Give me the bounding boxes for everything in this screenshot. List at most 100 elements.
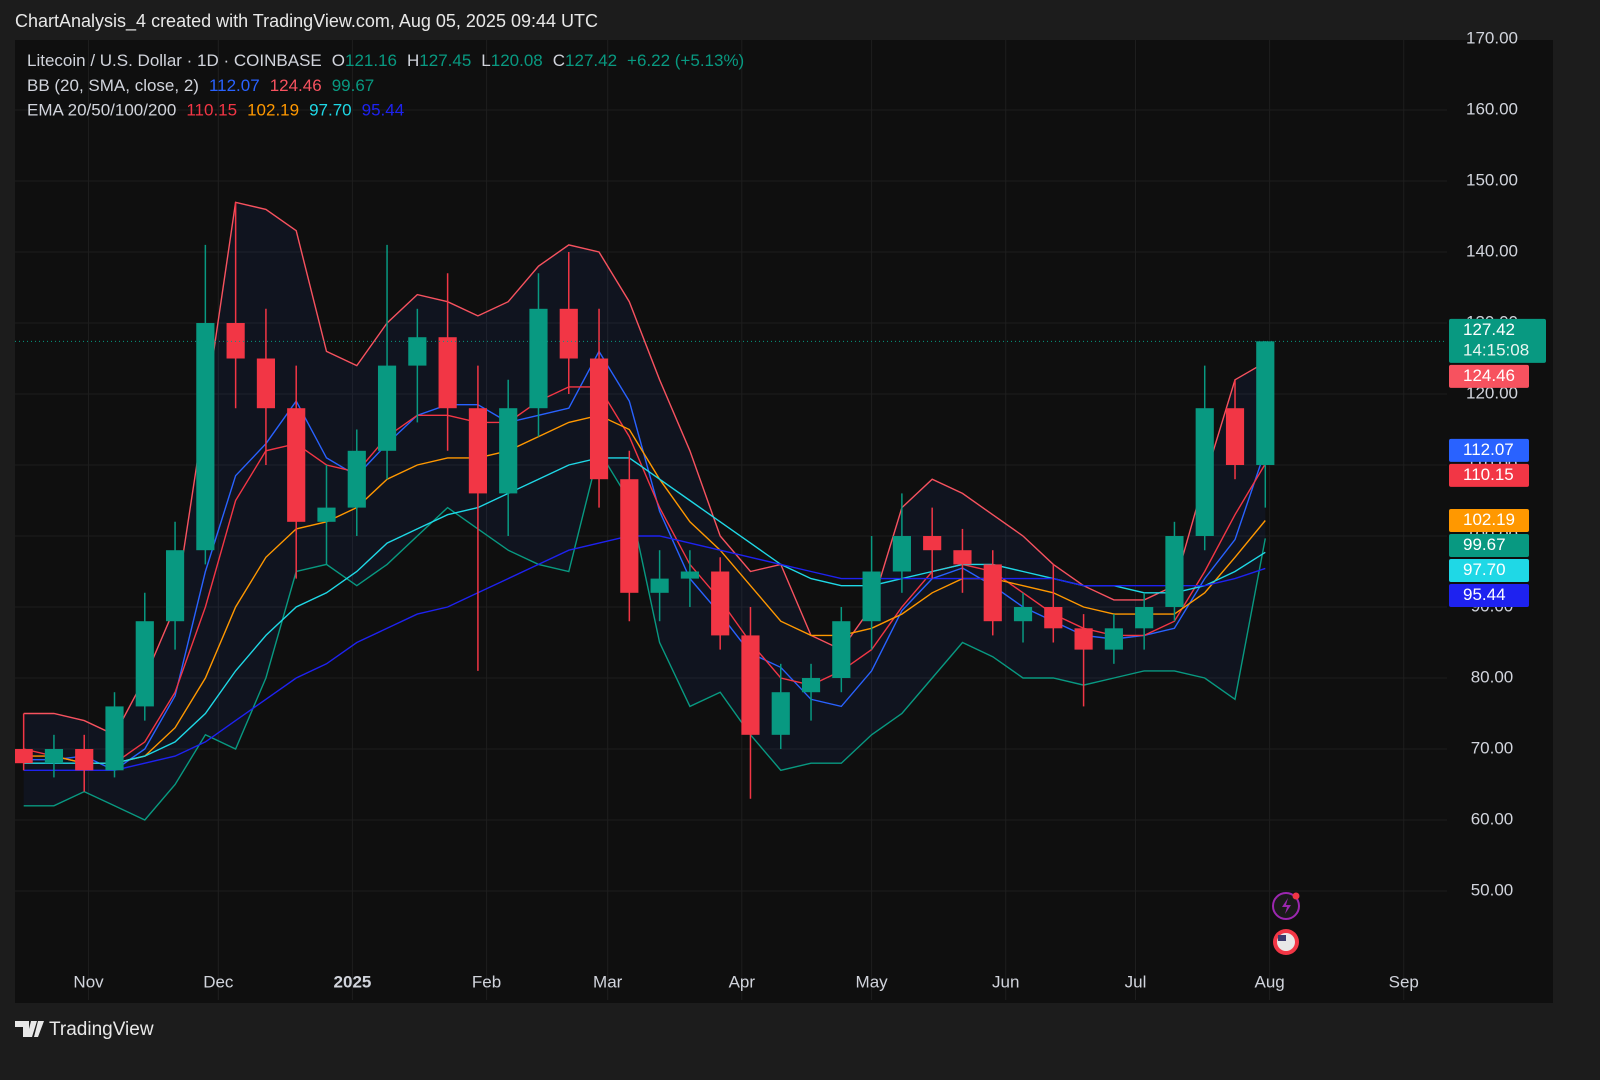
plot-area [15, 40, 1447, 1000]
indicator-value: 112.07 [209, 76, 260, 95]
candle-body [589, 358, 609, 480]
price-tag [1449, 438, 1529, 462]
candle-body [1044, 607, 1063, 629]
candle-body [1074, 628, 1093, 650]
ohlc-value: 127.42 [565, 51, 617, 70]
candle-body [347, 450, 366, 508]
price-tag [1449, 583, 1529, 607]
logo-icon [15, 1021, 44, 1037]
candle-body [196, 323, 215, 551]
tradingview-logo: TradingView [15, 1019, 154, 1040]
flag-canton [1278, 935, 1286, 941]
candle-body [499, 408, 518, 494]
candle-body [1225, 408, 1245, 466]
candle-body [1104, 628, 1123, 650]
price-tag [1449, 508, 1529, 532]
price-tag-label: 99.67 [1463, 535, 1506, 554]
candle-body [408, 337, 427, 366]
candle-body [438, 337, 457, 409]
candle-body [1135, 607, 1154, 629]
candle-body [650, 578, 669, 593]
candle-body [1256, 341, 1275, 466]
candle-body [923, 536, 942, 551]
y-tick-label: 150.00 [1466, 170, 1518, 189]
indicator-value: 95.44 [362, 101, 405, 120]
candle-body [983, 564, 1002, 622]
price-tag-label: 112.07 [1463, 440, 1514, 459]
price-change: +6.22 (+5.13%) [627, 51, 744, 70]
y-tick-label: 140.00 [1466, 241, 1518, 260]
y-tick-label: 120.00 [1466, 383, 1518, 402]
indicator-line [23, 414, 1266, 764]
legend-row: BB (20, SMA, close, 2) 112.07 124.46 99.67 [27, 76, 374, 95]
y-tick-label: 50.00 [1471, 880, 1514, 899]
candle-body [75, 749, 94, 771]
notification-dot [1292, 892, 1300, 900]
y-tick-label: 70.00 [1471, 738, 1514, 757]
candle-body [892, 536, 911, 572]
candle-body [135, 621, 154, 707]
candle-body [832, 621, 851, 679]
indicator-value: 124.46 [270, 76, 322, 95]
price-tag [1449, 364, 1529, 388]
price-tag-label: 110.15 [1463, 465, 1514, 484]
price-tag [1449, 533, 1529, 557]
candle-body [1165, 536, 1184, 608]
candle-body [226, 323, 245, 359]
candle-body [317, 507, 336, 522]
countdown: 14:15:08 [1463, 340, 1529, 359]
candle-body [953, 550, 972, 565]
x-tick-label: Dec [203, 972, 234, 991]
candle-body [1195, 408, 1214, 537]
x-tick-label: Jul [1125, 972, 1147, 991]
candle-body [287, 408, 306, 522]
ohlc-value: 121.16 [345, 51, 397, 70]
ohlc-value: 120.08 [491, 51, 543, 70]
price-axis: 50.0060.0070.0080.0090.00100.00110.00120… [73, 28, 1546, 991]
indicator-value: 102.19 [247, 101, 299, 120]
candle-body [559, 308, 578, 359]
ohlc-key: O [332, 51, 345, 70]
x-tick-label: Feb [472, 972, 501, 991]
indicator-name: EMA 20/50/100/200 [27, 101, 176, 120]
indicator-value: 99.67 [332, 76, 375, 95]
x-tick-label: Apr [729, 972, 756, 991]
price-tag-label: 102.19 [1463, 510, 1515, 529]
candle-body [105, 706, 124, 771]
x-tick-label: May [856, 972, 889, 991]
ohlc-key: H [407, 51, 419, 70]
watermark: ChartAnalysis_4 created with TradingView… [15, 11, 598, 32]
indicator-name: BB (20, SMA, close, 2) [27, 76, 199, 95]
y-tick-label: 60.00 [1471, 809, 1514, 828]
lightning [1282, 898, 1291, 914]
legend-row: EMA 20/50/100/200 110.15 102.19 97.70 95.44 [27, 101, 404, 120]
band-fill [23, 202, 1266, 821]
price-tag-label: 97.70 [1463, 560, 1506, 579]
x-tick-label: Sep [1389, 972, 1419, 991]
candle-body [44, 749, 64, 764]
y-tick-label: 170.00 [1466, 28, 1518, 47]
candle-body [165, 550, 185, 622]
ohlc-key: C [553, 51, 565, 70]
candle-body [468, 408, 487, 494]
candle-body [529, 308, 548, 409]
candle-body [862, 571, 881, 622]
ohlc-value: 127.45 [419, 51, 471, 70]
indicator-value: 97.70 [309, 101, 352, 120]
candle-body [1013, 607, 1033, 622]
price-tag-label: 127.42 [1463, 320, 1515, 339]
x-tick-label: Aug [1254, 972, 1284, 991]
x-tick-label: Jun [992, 972, 1019, 991]
event-icons [1272, 892, 1300, 955]
x-tick-label: 2025 [334, 972, 372, 991]
indicator-value: 110.15 [186, 101, 237, 120]
y-tick-label: 80.00 [1471, 667, 1514, 686]
candle-body [801, 678, 821, 693]
candle-body [711, 571, 730, 636]
candle-body [15, 749, 33, 764]
price-tag-label: 95.44 [1463, 585, 1506, 604]
candle-body [771, 692, 790, 735]
price-tag-label: 124.46 [1463, 366, 1515, 385]
x-tick-label: Nov [73, 972, 104, 991]
